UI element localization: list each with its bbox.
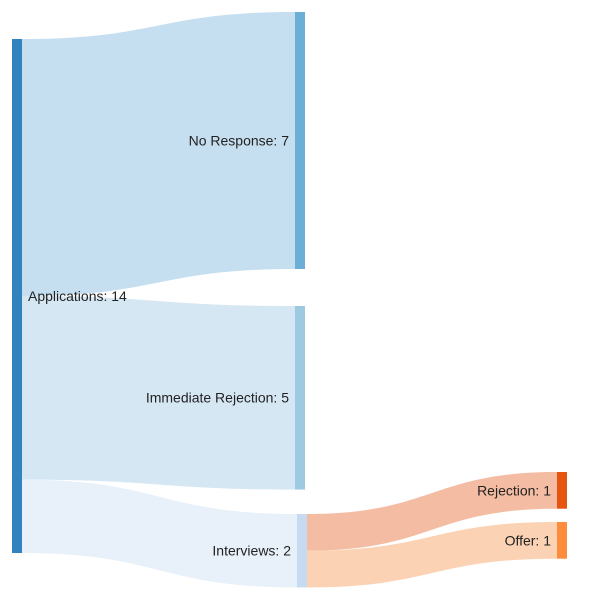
node-label-immediate_rejection: Immediate Rejection: 5 <box>146 390 289 406</box>
link-interviews-to-rejection[interactable] <box>307 472 557 551</box>
link-applications-to-no_response[interactable] <box>22 12 295 296</box>
node-label-no_response: No Response: 7 <box>189 132 290 148</box>
node-offer[interactable] <box>557 522 567 559</box>
node-label-offer: Offer: 1 <box>505 532 552 548</box>
link-applications-to-interviews[interactable] <box>22 479 297 588</box>
node-rejection[interactable] <box>557 472 567 509</box>
node-applications[interactable] <box>12 39 22 553</box>
link-interviews-to-offer[interactable] <box>307 522 557 588</box>
node-label-rejection: Rejection: 1 <box>477 482 551 498</box>
node-label-interviews: Interviews: 2 <box>212 543 291 559</box>
node-immediate_rejection[interactable] <box>295 306 305 490</box>
nodes-layer <box>12 12 567 588</box>
link-applications-to-immediate_rejection[interactable] <box>22 296 295 490</box>
labels-layer: Applications: 14 No Response: 7 Immediate … <box>28 132 551 558</box>
node-interviews[interactable] <box>297 514 307 588</box>
node-no_response[interactable] <box>295 12 305 269</box>
node-label-applications: Applications: 14 <box>28 288 127 304</box>
links-layer <box>22 12 557 588</box>
